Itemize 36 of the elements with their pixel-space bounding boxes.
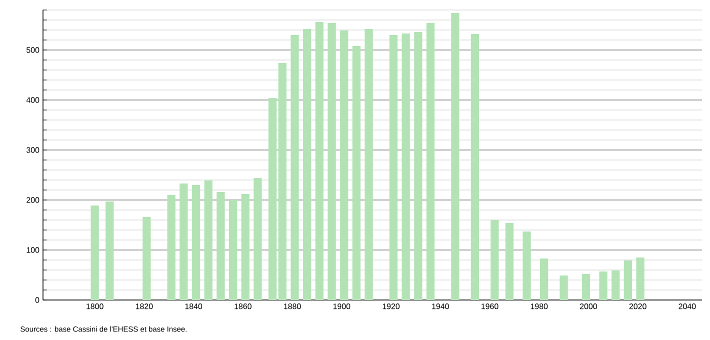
bar <box>268 98 277 300</box>
bar <box>167 195 176 300</box>
bar <box>254 178 262 300</box>
bar <box>352 46 361 300</box>
bar <box>389 35 398 300</box>
bar <box>522 232 531 300</box>
bar <box>328 23 336 300</box>
bar <box>216 192 225 300</box>
bar <box>364 29 373 300</box>
bar <box>582 274 590 300</box>
bar <box>106 202 114 300</box>
bar <box>90 206 99 300</box>
bar <box>228 200 238 300</box>
bar <box>180 184 188 300</box>
bar <box>192 185 200 300</box>
bar <box>599 272 608 300</box>
bar <box>560 276 568 300</box>
bar <box>636 258 644 300</box>
bar <box>505 223 514 300</box>
bar <box>241 194 250 300</box>
bar <box>402 34 410 300</box>
bar <box>414 32 422 300</box>
bar <box>624 260 632 300</box>
bar <box>451 13 460 300</box>
bar <box>426 23 435 300</box>
bar <box>340 30 348 300</box>
bar <box>612 270 620 300</box>
bar <box>303 29 312 300</box>
bar <box>204 180 212 300</box>
bar <box>315 22 324 300</box>
bar <box>470 34 480 300</box>
bar <box>278 63 286 300</box>
bar <box>290 35 299 300</box>
bar <box>540 258 548 300</box>
bar <box>490 220 499 300</box>
bar <box>142 217 151 300</box>
